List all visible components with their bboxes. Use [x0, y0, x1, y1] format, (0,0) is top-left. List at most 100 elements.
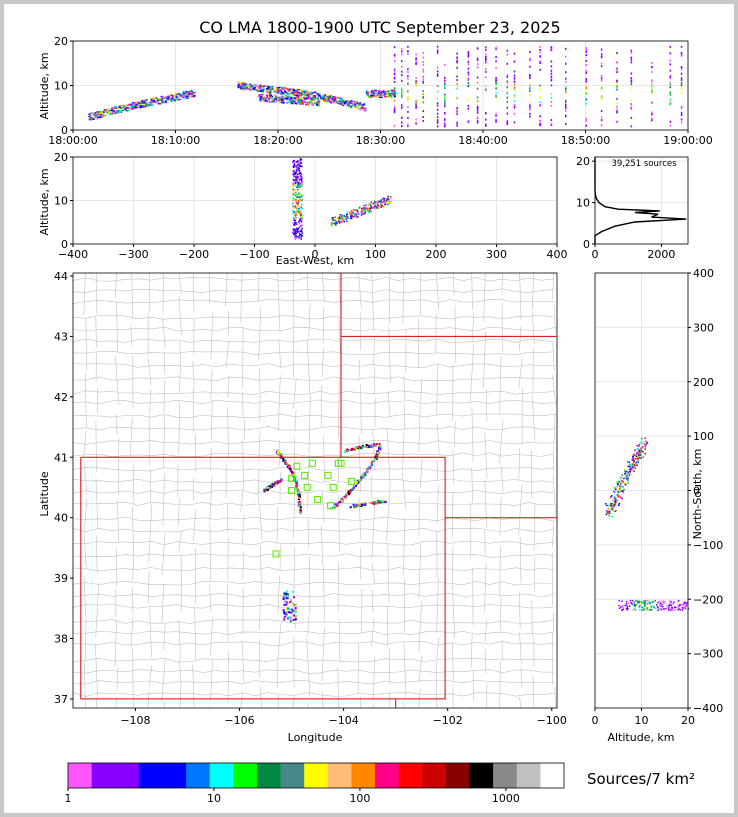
ew-column-point [299, 159, 302, 161]
ns-blob-point [657, 609, 659, 612]
time-column-point [495, 120, 497, 123]
station-marker [288, 474, 296, 482]
time-column-point [680, 77, 683, 80]
ns-band-point [633, 470, 635, 473]
time-column-point [651, 86, 653, 89]
time-column-point [436, 51, 439, 54]
time-source-point [371, 91, 374, 93]
time-source-point [364, 109, 367, 112]
ns-band-point [637, 459, 639, 462]
map-source-point [299, 501, 302, 504]
time-source-point [276, 88, 279, 91]
time-column-point [495, 119, 497, 122]
map-source-point [295, 482, 298, 485]
time-column-point [529, 115, 531, 118]
ew-band-point [383, 199, 385, 201]
ns-blob-point [678, 605, 680, 608]
ew-column-point [295, 185, 298, 188]
time-source-point [268, 86, 271, 88]
time-source-point [385, 94, 388, 96]
time-source-point [131, 107, 134, 110]
time-source-point [347, 104, 350, 107]
time-source-point [299, 100, 302, 103]
map-source-point [362, 445, 365, 448]
county-line [402, 517, 406, 576]
county-line [178, 530, 182, 551]
time-source-point [251, 87, 254, 89]
map-source-point [266, 486, 269, 489]
time-source-point [329, 95, 332, 98]
time-column-point [456, 107, 458, 110]
hist-tick-label: 0 [592, 248, 599, 261]
ns-blob-point [650, 608, 652, 611]
time-source-point [278, 98, 281, 101]
map-cluster-point [286, 617, 289, 620]
time-source-point [281, 87, 284, 89]
county-line [72, 604, 555, 609]
time-column-point [436, 74, 439, 77]
time-column-point [550, 122, 553, 125]
time-source-point [324, 94, 327, 96]
ns-band-point [637, 460, 639, 463]
ns-blob-point [638, 609, 641, 612]
ns-blob-point [636, 600, 639, 603]
ew-band-point [373, 207, 375, 209]
ns-band-point [644, 448, 646, 450]
ns-band-point [619, 482, 622, 485]
ns-band-point [616, 481, 619, 483]
time-source-point [146, 103, 149, 106]
time-column-point [436, 70, 439, 73]
time-source-point [321, 96, 324, 98]
ew-column-point [297, 199, 300, 201]
time-source-point [97, 111, 100, 113]
time-column-point [415, 58, 417, 61]
time-source-point [299, 103, 302, 105]
time-source-point [387, 90, 390, 92]
time-column-point [415, 118, 417, 121]
time-source-point [268, 94, 271, 96]
time-column-point [506, 120, 509, 123]
county-line [418, 404, 421, 452]
ew-band-point [332, 219, 335, 222]
county-line [321, 348, 324, 378]
time-source-point [296, 98, 299, 101]
time-source-point [312, 96, 315, 99]
ns-band-point [616, 499, 619, 501]
time-source-point [276, 87, 279, 89]
time-column-point [467, 55, 470, 58]
time-column-point [476, 111, 479, 114]
time-source-point [306, 96, 309, 99]
time-source-point [130, 103, 133, 106]
ew-band-point [354, 216, 357, 218]
time-source-point [326, 94, 329, 96]
time-source-point [289, 102, 292, 104]
ew-band-point [374, 201, 376, 204]
ew-band-point [333, 222, 335, 225]
ns-band-point [622, 490, 624, 492]
time-source-point [104, 110, 107, 113]
ns-blob-point [633, 603, 636, 605]
map-cluster-point [289, 600, 292, 603]
time-source-point [279, 90, 282, 93]
ns-blob-point [672, 603, 674, 605]
ew-band-point [380, 200, 382, 203]
time-source-point [314, 97, 317, 100]
ns-blob-point [662, 600, 665, 602]
time-source-point [268, 92, 271, 94]
ew-band-point [374, 206, 376, 209]
ew-column-point [294, 205, 297, 208]
time-column-point [616, 79, 618, 82]
time-source-point [239, 87, 242, 89]
time-source-point [378, 96, 381, 98]
time-source-point [96, 117, 99, 120]
time-source-point [113, 112, 116, 115]
time-tick-label: 18:30:00 [356, 134, 405, 147]
time-source-point [305, 103, 308, 106]
county-line [132, 464, 135, 505]
time-source-point [376, 95, 379, 98]
time-source-point [313, 101, 316, 103]
time-source-point [364, 107, 367, 110]
county-line [178, 401, 180, 455]
time-source-point [390, 96, 393, 98]
county-boundaries [72, 272, 557, 709]
